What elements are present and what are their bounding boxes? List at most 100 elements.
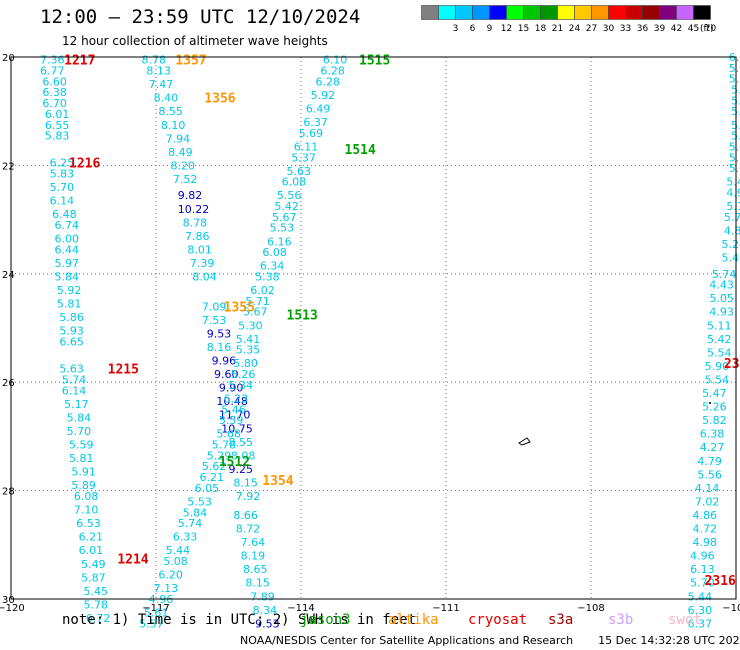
swh-value: 7.47	[149, 78, 174, 91]
swh-value: 5.42	[707, 333, 732, 346]
footer-credit: NOAA/NESDIS Center for Satellite Applica…	[240, 634, 740, 647]
swh-value: 8.19	[241, 550, 265, 563]
swh-value: 7.13	[154, 582, 179, 595]
swh-value: 6.38	[700, 428, 725, 441]
swh-value: 5.61	[144, 607, 169, 620]
swh-value: 5.26	[231, 368, 256, 381]
swh-value: 5.14	[726, 200, 740, 213]
swh-value: 5.70	[50, 181, 75, 194]
swh-value: 5.92	[57, 284, 82, 297]
swh-value: 7.64	[241, 536, 265, 549]
swh-value: 5.90	[705, 360, 730, 373]
swh-value: 8.15	[245, 577, 270, 590]
swh-value: 4.98	[693, 536, 718, 549]
swh-value: 8.13	[146, 65, 171, 78]
swh-value: 6.60	[42, 75, 67, 88]
swh-track-altika-1357: 8.78 8.137.478.408.558.107.948.498.207.52…	[142, 54, 217, 284]
swh-value: 5.83	[50, 168, 75, 181]
swh-value: 6.28	[320, 65, 345, 78]
swh-value: 5.45	[726, 176, 740, 189]
swh-value: 5.30	[238, 319, 263, 332]
swh-value: 5.45	[84, 585, 109, 598]
colorbar-swatch	[693, 5, 711, 20]
colorbar-tick-label: 39	[654, 24, 666, 34]
color-scale-legend: 3 6 9 12 15 18 21 24 27 30 33 36 39 42 45 70(ft)	[421, 5, 716, 34]
swh-value: 5.70	[67, 425, 92, 438]
swh-value: 5.34	[229, 379, 254, 392]
island-dot	[709, 402, 711, 404]
satellite-label-altika: altika	[388, 612, 439, 628]
swh-value: 5.37	[291, 151, 316, 164]
swh-value: 5.78	[212, 439, 237, 452]
colorbar-tick-label: 45	[688, 24, 699, 34]
swh-value: 8.72	[236, 523, 261, 536]
swh-value: 5.59	[219, 414, 244, 427]
swh-value: 6.21	[200, 471, 225, 484]
swh-value: 7.92	[236, 490, 261, 503]
swh-value: 4.43	[709, 279, 734, 292]
swh-value: 5.84	[183, 506, 208, 519]
swh-value: 6.08	[262, 246, 287, 259]
swh-value: 6.00	[55, 233, 80, 246]
longitude-tick-label: −120	[0, 603, 25, 614]
swh-value: 5.74	[178, 517, 203, 530]
swh-value: 7.10	[74, 504, 99, 517]
swh-value: 7.02	[695, 495, 720, 508]
latitude-tick-label: 20	[2, 53, 15, 64]
swh-value: 10.22	[178, 203, 210, 216]
swh-value: 5.84	[67, 411, 92, 424]
swh-value: 6.16	[267, 235, 292, 248]
swh-track-east-upper: 6.085.935.815.585.505.495.115.825.495.56…	[722, 51, 740, 265]
swh-value: 10.48	[216, 395, 248, 408]
swh-value: 6.01	[79, 544, 104, 557]
swh-track-altika-1355: 7.097.539.538.169.969.609.9010.4811.7010…	[202, 300, 260, 503]
swh-value: 8.20	[171, 159, 196, 172]
swh-value: 6.48	[52, 208, 76, 221]
swh-value: 5.56	[697, 468, 722, 481]
swh-value: 6.01	[45, 108, 69, 121]
swh-value: 8.66	[233, 509, 257, 522]
latitude-tick-label: 30	[2, 595, 15, 606]
swh-value: 6.34	[260, 260, 285, 273]
swh-value: 5.08	[163, 555, 188, 568]
swh-value: 5.59	[69, 439, 94, 452]
swh-value: 5.78	[84, 598, 109, 611]
swh-value: 5.80	[233, 357, 257, 370]
swh-value: 8.15	[233, 476, 257, 489]
swh-value: 5.11	[707, 319, 732, 332]
swh-value: 5.74	[62, 373, 87, 386]
longitude-tick-label: −111	[432, 603, 459, 614]
swh-value: 4.93	[709, 306, 734, 319]
colorbar-tick-label: 9	[487, 24, 493, 34]
swh-value: 4.27	[700, 441, 725, 454]
swh-value: 6.53	[76, 517, 101, 530]
pass-number-label: 1354	[262, 474, 293, 489]
satellite-label-swot: swot	[668, 612, 702, 628]
island-outline	[518, 437, 531, 446]
swh-value: 6.25	[50, 157, 75, 170]
swh-value: 5.29	[207, 449, 232, 462]
swh-value: 6.49	[306, 102, 331, 115]
colorbar-tick-label: 6	[470, 24, 476, 34]
colorbar-tick-label: 21	[552, 24, 563, 34]
swh-value: 6.38	[42, 86, 67, 99]
page-subtitle: 12 hour collection of altimeter wave hei…	[62, 34, 328, 48]
satellite-label-jason3: jason3	[300, 612, 351, 628]
swh-value: 6.08	[74, 490, 99, 503]
swh-value: 4.96	[690, 550, 715, 563]
swh-value: 5.82	[702, 414, 727, 427]
swh-value: 5.42	[274, 200, 299, 213]
swh-value: 5.17	[64, 398, 89, 411]
swh-value: 9.96	[212, 355, 237, 368]
swh-value: 6.72	[86, 612, 111, 625]
swh-value: 7.94	[166, 132, 191, 145]
map-frame	[10, 56, 737, 600]
swh-value: 5.26	[702, 401, 727, 414]
swh-value: 5.70	[690, 577, 715, 590]
colorbar-tick-label: 18	[535, 24, 547, 34]
swh-value: 5.89	[71, 479, 96, 492]
pass-number-label: 1513	[287, 308, 318, 323]
swh-value: 4.79	[697, 455, 722, 468]
swh-value: 8.04	[192, 271, 217, 284]
